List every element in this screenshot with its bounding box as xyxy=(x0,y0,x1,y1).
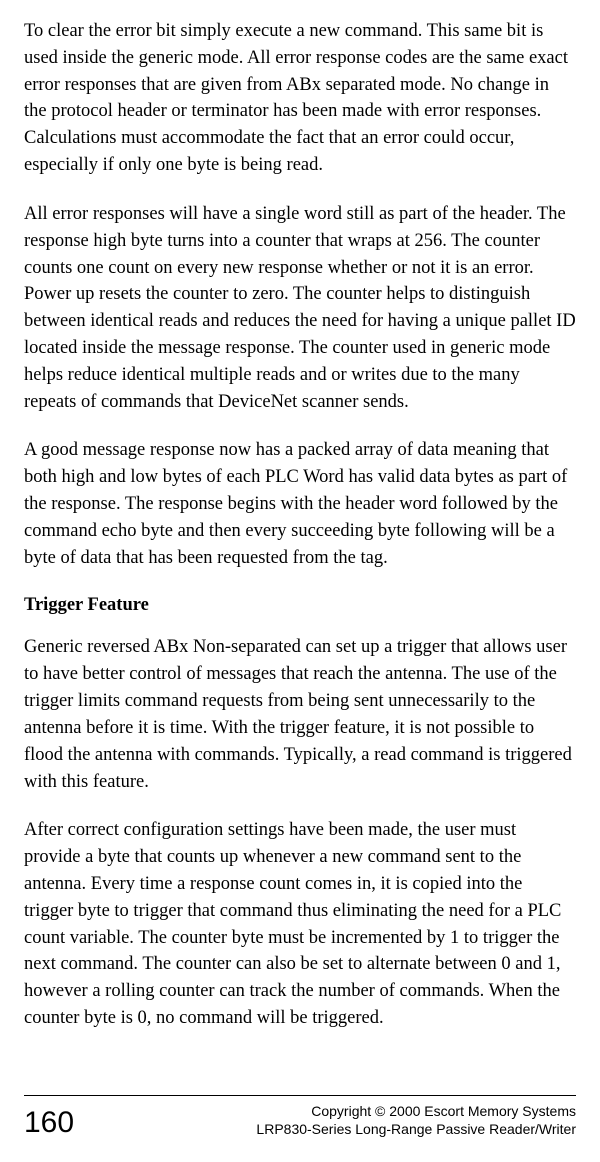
body-paragraph: A good message response now has a packed… xyxy=(24,437,576,571)
footer-text: Copyright © 2000 Escort Memory Systems L… xyxy=(256,1102,576,1138)
body-paragraph: Generic reversed ABx Non-separated can s… xyxy=(24,634,576,795)
footer-divider xyxy=(24,1095,576,1096)
section-heading: Trigger Feature xyxy=(24,595,576,616)
body-paragraph: To clear the error bit simply execute a … xyxy=(24,18,576,179)
page-footer: 160 Copyright © 2000 Escort Memory Syste… xyxy=(24,1095,576,1138)
product-text: LRP830-Series Long-Range Passive Reader/… xyxy=(256,1120,576,1138)
body-paragraph: After correct configuration settings hav… xyxy=(24,817,576,1032)
body-paragraph: All error responses will have a single w… xyxy=(24,201,576,416)
page-content: To clear the error bit simply execute a … xyxy=(24,18,576,1054)
copyright-text: Copyright © 2000 Escort Memory Systems xyxy=(256,1102,576,1120)
page-number: 160 xyxy=(24,1108,74,1138)
footer-row: 160 Copyright © 2000 Escort Memory Syste… xyxy=(24,1102,576,1138)
